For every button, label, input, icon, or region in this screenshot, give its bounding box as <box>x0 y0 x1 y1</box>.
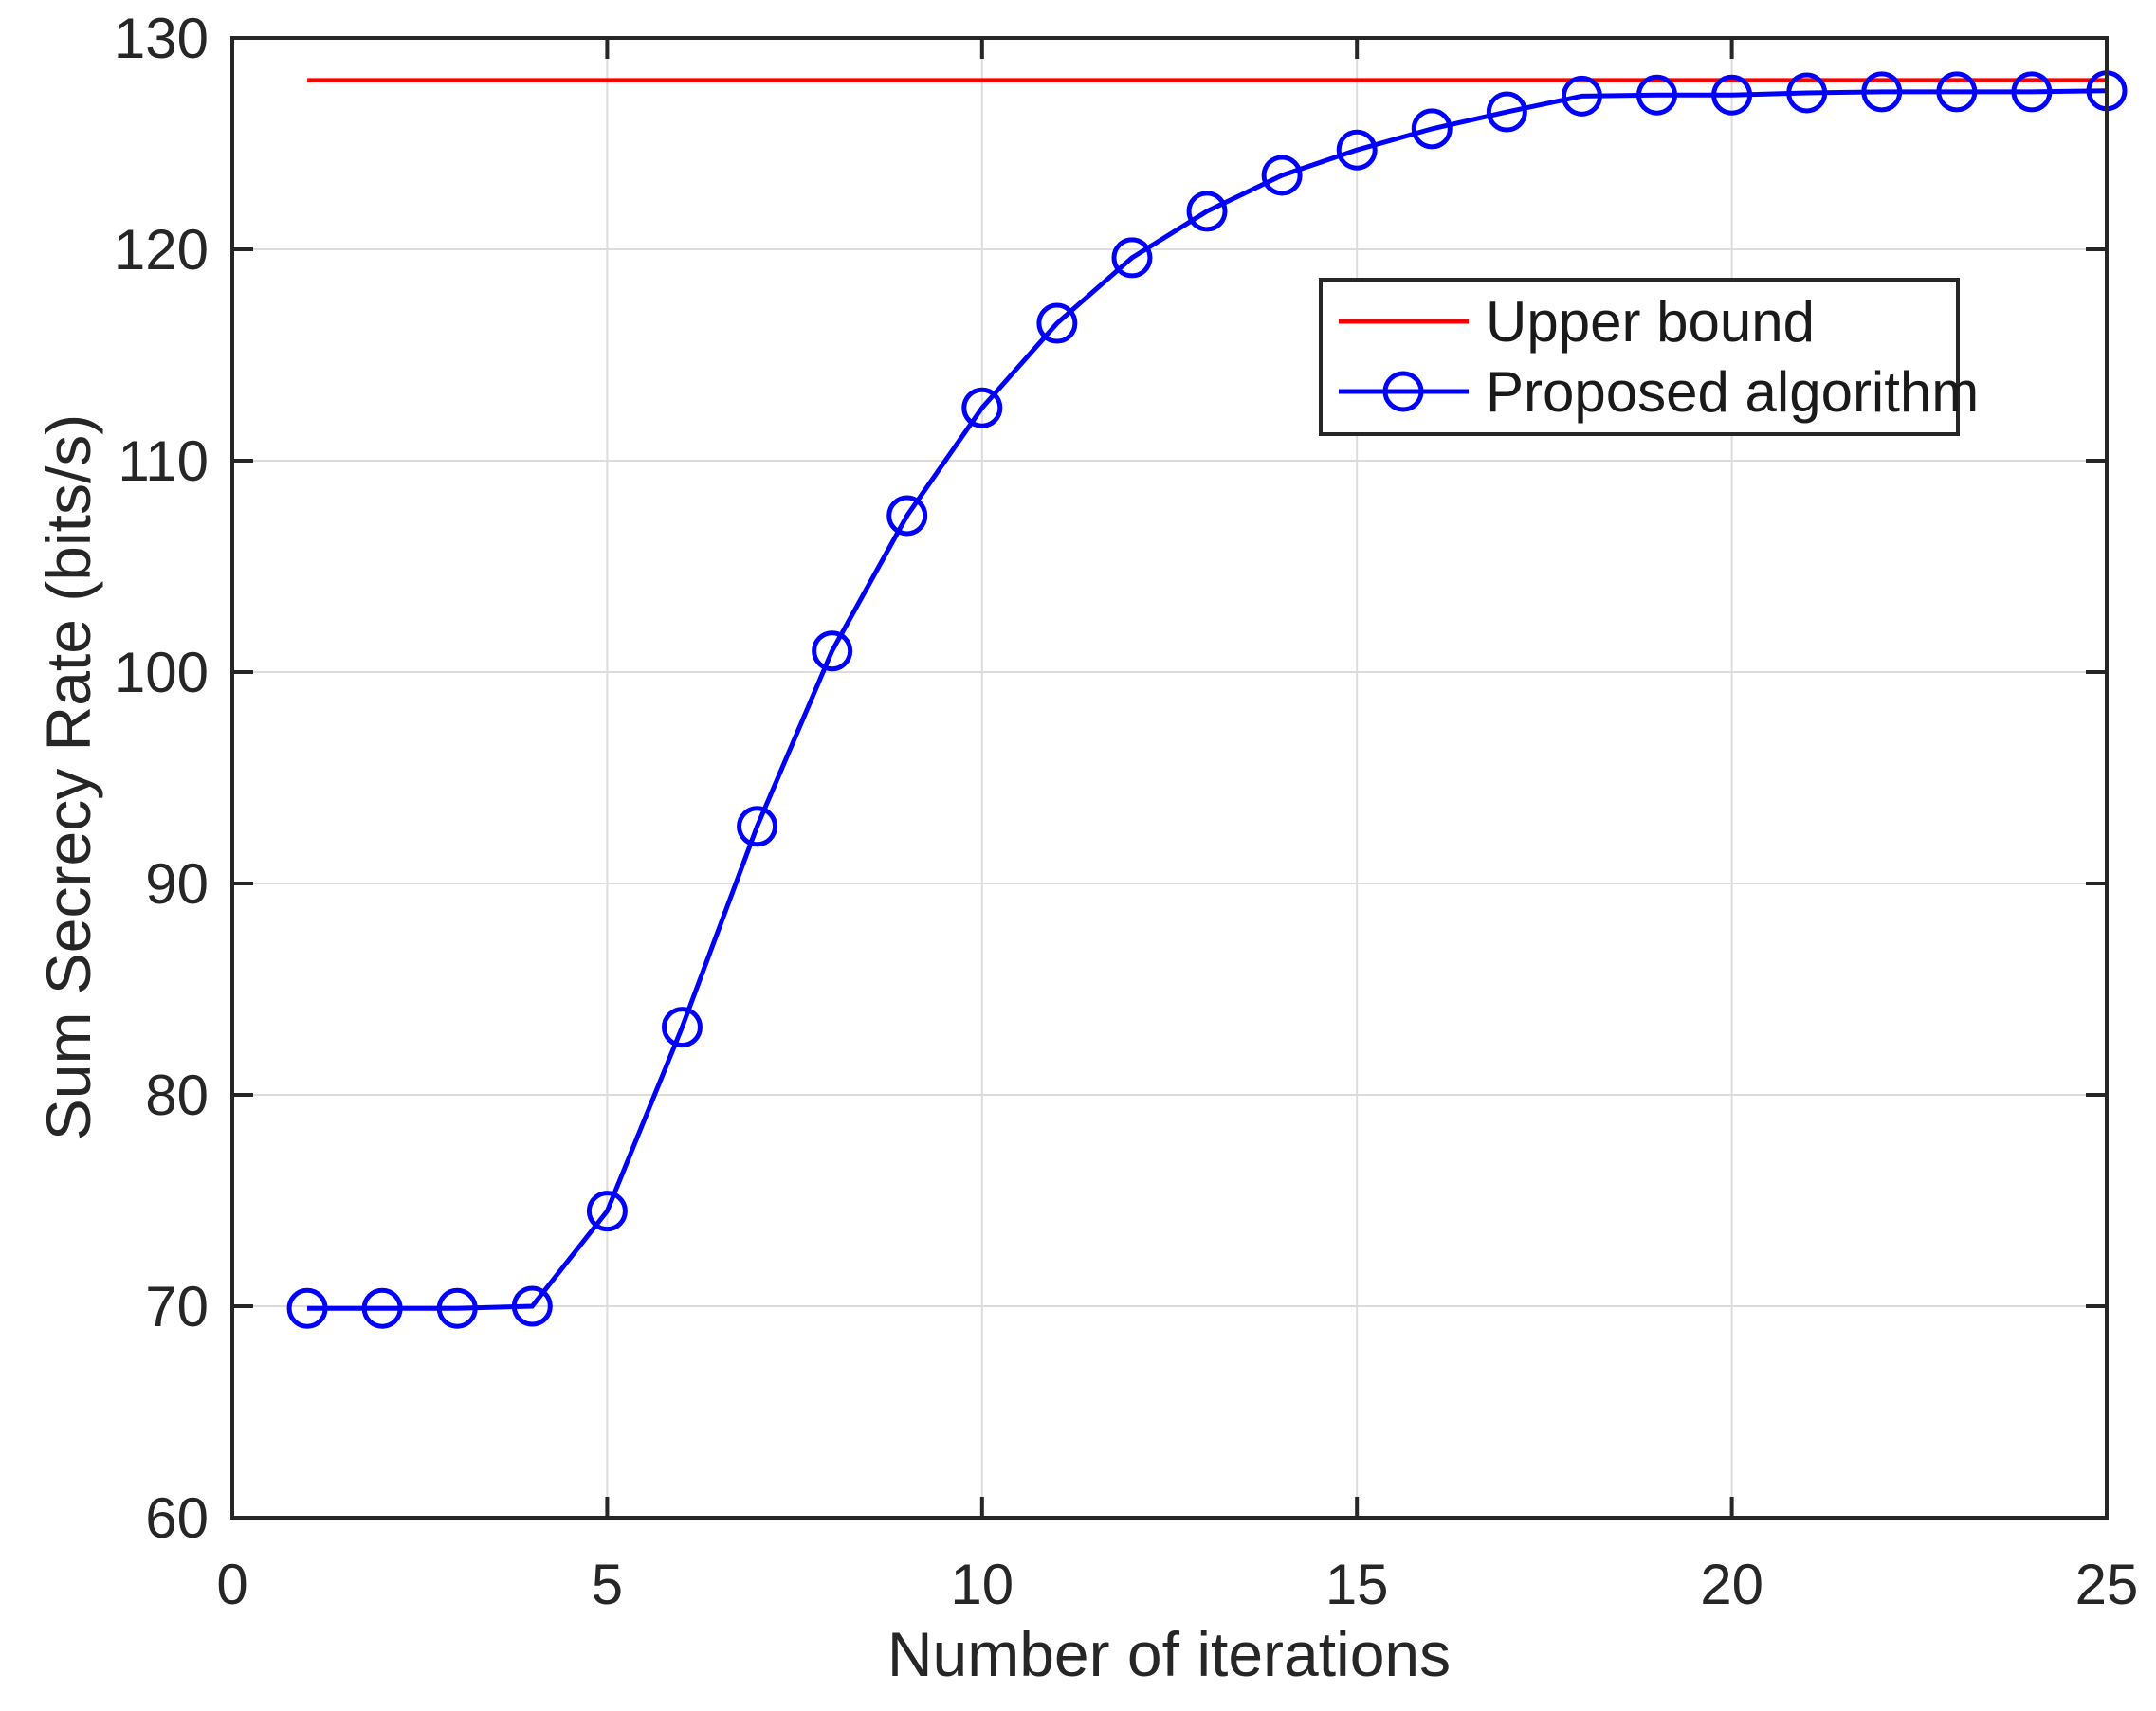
data-point-marker <box>2011 71 2053 113</box>
data-point-marker <box>1636 74 1678 116</box>
data-point-marker <box>286 1287 328 1329</box>
data-point-marker <box>1786 72 1828 114</box>
data-point-marker <box>737 806 778 847</box>
y-tick-label: 60 <box>145 1486 209 1550</box>
x-tick-label: 15 <box>1325 1553 1389 1616</box>
legend-marker-sample <box>1382 371 1424 412</box>
data-point-marker <box>1411 108 1453 150</box>
data-point-marker <box>436 1287 478 1329</box>
data-point-marker <box>1261 155 1303 196</box>
data-point-marker <box>1561 75 1602 117</box>
x-tick-label: 10 <box>950 1553 1014 1616</box>
x-tick-label: 20 <box>1700 1553 1763 1616</box>
x-axis-label: Number of iterations <box>887 1619 1451 1689</box>
data-point-marker <box>1711 74 1753 116</box>
data-point-marker <box>961 387 1003 428</box>
data-point-marker <box>1111 237 1153 279</box>
data-point-marker <box>1861 71 1903 113</box>
y-tick-label: 90 <box>145 852 209 916</box>
y-tick-label: 100 <box>114 641 209 704</box>
data-point-marker <box>1486 91 1527 133</box>
y-tick-label: 110 <box>118 429 209 493</box>
y-tick-label: 70 <box>145 1275 209 1338</box>
data-point-marker <box>1186 191 1228 232</box>
y-tick-labels: 60 70 80 90 100 110 120 130 <box>114 7 209 1550</box>
y-tick-label: 80 <box>145 1064 209 1127</box>
data-point-marker <box>661 1007 703 1048</box>
y-tick-label: 130 <box>114 7 209 70</box>
data-point-marker <box>812 630 853 672</box>
legend-box <box>1319 278 1960 436</box>
y-tick-label: 120 <box>114 218 209 282</box>
axis-box <box>230 36 2109 1520</box>
gridlines <box>231 37 2108 1519</box>
y-axis-label: Sum Secrecy Rate (bits/s) <box>33 414 103 1141</box>
data-series <box>286 70 2128 1329</box>
x-tick-label: 5 <box>592 1553 623 1616</box>
data-point-marker <box>361 1287 403 1329</box>
tick-marks <box>230 36 2109 1520</box>
data-point-marker <box>1336 129 1378 171</box>
data-point-marker <box>586 1191 628 1232</box>
series-line-proposed-algorithm <box>307 88 2108 1311</box>
x-tick-label: 25 <box>2075 1553 2139 1616</box>
x-tick-label: 0 <box>216 1553 247 1616</box>
x-tick-labels: 0 5 10 15 20 25 <box>216 1553 2138 1616</box>
legend-label: Proposed algorithm <box>1486 360 1979 424</box>
legend-label: Upper bound <box>1486 290 1815 354</box>
data-point-marker <box>1036 302 1078 344</box>
data-point-marker <box>886 495 928 537</box>
data-point-marker <box>1936 71 1978 113</box>
data-point-marker <box>511 1285 553 1327</box>
